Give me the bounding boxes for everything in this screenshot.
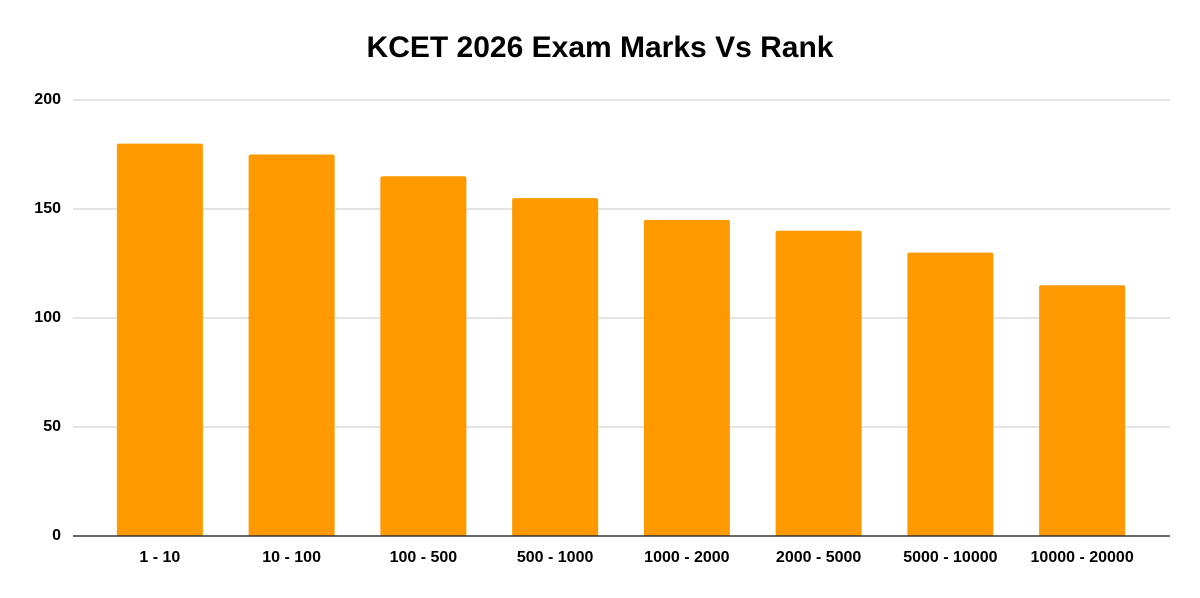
x-tick-label: 10 - 100 (262, 549, 321, 566)
bar (116, 143, 203, 536)
x-tick-label: 5000 - 10000 (903, 549, 997, 566)
y-tick-label: 0 (52, 527, 61, 544)
bar (1039, 285, 1126, 536)
x-tick-label: 100 - 500 (390, 549, 458, 566)
y-tick-label: 50 (43, 418, 61, 435)
x-tick-label: 2000 - 5000 (776, 549, 862, 566)
y-tick-label: 150 (34, 200, 61, 217)
bar (380, 176, 467, 537)
x-tick-label: 1000 - 2000 (644, 549, 730, 566)
chart-title: KCET 2026 Exam Marks Vs Rank (367, 31, 834, 64)
bar (643, 219, 730, 536)
x-tick-label: 10000 - 20000 (1031, 549, 1134, 566)
y-tick-label: 200 (34, 91, 61, 108)
bar (248, 154, 335, 536)
bar (512, 198, 599, 536)
x-tick-label: 1 - 10 (139, 549, 180, 566)
bar (775, 230, 862, 537)
x-tick-label: 500 - 1000 (517, 549, 594, 566)
y-tick-label: 100 (34, 309, 61, 326)
bar (907, 252, 994, 536)
